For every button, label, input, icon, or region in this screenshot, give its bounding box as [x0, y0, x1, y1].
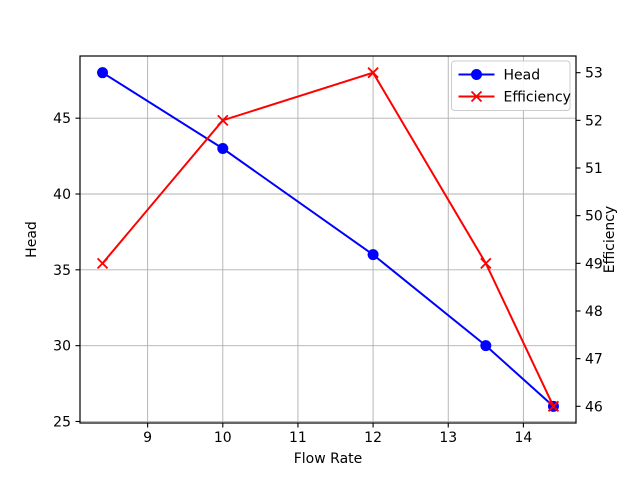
head-line — [102, 71, 555, 408]
left-y-axis-tick-label: 25 — [53, 414, 71, 430]
efficiency-x-marker — [217, 114, 229, 126]
legend-label: Efficiency — [504, 90, 571, 106]
x-axis-tick-label: 10 — [214, 430, 232, 446]
efficiency-x-marker — [367, 67, 379, 79]
legend-label: Head — [504, 68, 541, 84]
axis-ticks — [75, 72, 581, 428]
left-y-axis-tick-label: 40 — [53, 187, 71, 203]
legend: Head Efficiency — [451, 60, 571, 111]
plot-border — [79, 55, 577, 424]
efficiency-line — [101, 71, 555, 407]
x-axis-tick-label: 11 — [289, 430, 307, 446]
right-y-axis-tick-label: 49 — [585, 256, 603, 272]
head-circle-marker — [480, 340, 492, 352]
right-y-axis-tick-label: 47 — [585, 352, 603, 368]
x-axis-tick-label: 14 — [514, 430, 532, 446]
left-y-axis-tick-label: 30 — [53, 339, 71, 355]
efficiency-x-marker — [96, 257, 109, 269]
head-circle-marker — [217, 143, 229, 155]
grid-lines — [80, 56, 576, 423]
data-series — [96, 67, 560, 412]
x-axis-label: Flow Rate — [294, 451, 363, 467]
right-y-axis-tick-label: 52 — [585, 113, 603, 129]
right-y-axis-label: Efficiency — [602, 206, 618, 273]
legend-circle-marker-icon — [471, 69, 482, 80]
right-y-axis-tick-label: 51 — [585, 161, 603, 177]
right-y-axis-tick-label: 50 — [585, 209, 603, 225]
left-y-axis-tick-label: 35 — [53, 263, 71, 279]
left-y-axis-label: Head — [24, 221, 40, 258]
efficiency-x-marker — [547, 400, 560, 412]
x-axis-tick-label: 12 — [364, 430, 382, 446]
efficiency-x-marker — [480, 257, 492, 269]
axis-tick-labels: 9 10 11 12 13 14 25 30 35 40 45 46 47 48 49 50 51 52 53 — [53, 66, 603, 446]
legend-x-marker-icon — [470, 90, 483, 103]
head-circle-marker — [367, 249, 379, 261]
right-y-axis-tick-label: 46 — [585, 399, 603, 415]
x-axis-tick-label: 13 — [439, 430, 457, 446]
head-circle-marker — [97, 67, 109, 79]
right-y-axis-tick-label: 48 — [585, 304, 603, 320]
left-y-axis-tick-label: 45 — [53, 111, 71, 127]
x-axis-tick-label: 9 — [143, 430, 152, 446]
right-y-axis-tick-label: 53 — [585, 66, 603, 82]
